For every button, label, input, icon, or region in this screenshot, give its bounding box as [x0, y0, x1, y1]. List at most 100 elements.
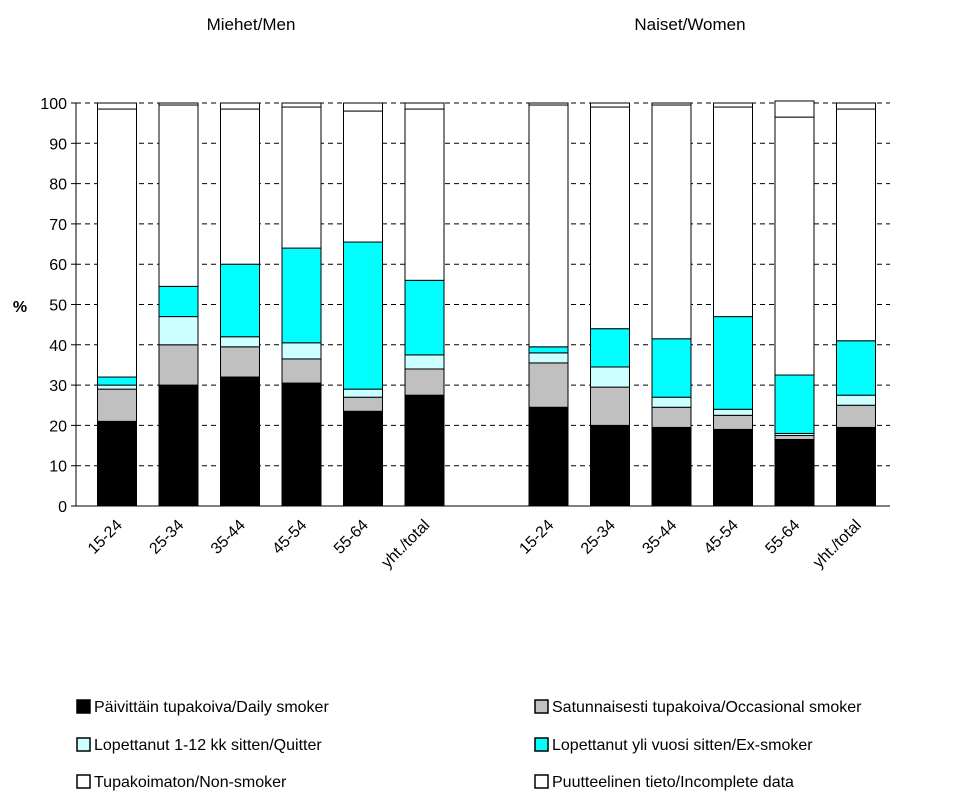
y-tick-label: 20	[49, 418, 67, 435]
legend-swatch	[76, 737, 91, 752]
x-tick-label: yht./total	[379, 517, 434, 572]
x-tick-label: 45-54	[269, 517, 310, 558]
bar-segment	[158, 344, 199, 386]
bar-segment	[404, 279, 445, 356]
x-tick-label: 35-44	[208, 517, 249, 558]
bar-segment	[281, 358, 322, 384]
x-tick-label: 55-64	[762, 517, 803, 558]
y-tick-label: 40	[49, 338, 67, 355]
y-tick-label: 100	[40, 96, 67, 113]
x-tick-labels: 15-24 25-34 35-44 45-54 55-64 yht./total 15-24…	[85, 517, 865, 572]
legend-swatch	[534, 699, 549, 714]
y-tick-label: 60	[49, 257, 67, 274]
bar-segment	[220, 346, 260, 378]
bars	[97, 100, 876, 507]
bar-segment	[158, 102, 199, 106]
bar-segment	[528, 104, 569, 348]
legend-swatch	[76, 774, 91, 789]
bar-segment	[651, 102, 692, 106]
bar-segment	[836, 102, 876, 110]
bar-segment	[158, 285, 199, 318]
bar-segment	[713, 414, 753, 430]
bar-segment	[774, 374, 815, 434]
y-tick-label: 80	[49, 177, 67, 194]
bar-segment	[528, 102, 569, 106]
legend-swatch	[76, 699, 91, 714]
bar-segment	[97, 384, 137, 390]
bar-segment	[836, 404, 876, 428]
y-tick-label: 90	[49, 136, 67, 153]
bar-segment	[343, 110, 383, 243]
bar-segment	[590, 386, 630, 426]
bar-segment	[836, 108, 876, 342]
bar-segment	[404, 102, 445, 110]
bar-segment	[713, 408, 753, 416]
y-axis-label: %	[13, 299, 27, 316]
bar-segment	[97, 102, 137, 110]
bar-segment	[590, 328, 630, 368]
bar-segment	[836, 340, 876, 396]
x-tick-label: 25-34	[146, 517, 187, 558]
x-tick-label: 15-24	[85, 517, 126, 558]
bar-segment	[343, 410, 383, 507]
bar-segment	[158, 384, 199, 507]
y-tick-label: 0	[58, 499, 67, 516]
y-tick-label: 10	[49, 459, 67, 476]
x-tick-label: 15-24	[516, 517, 557, 558]
gridlines	[76, 102, 890, 467]
legend-item: Satunnaisesti tupakoiva/Occasional smoke…	[534, 699, 862, 716]
bar-segment	[774, 434, 815, 441]
legend-swatch	[534, 774, 549, 789]
legend-item: Tupakoimaton/Non-smoker	[76, 774, 287, 791]
bar-segment	[404, 108, 445, 281]
bar-segment	[220, 263, 260, 338]
bar-segment	[281, 247, 322, 344]
bar-segment	[220, 102, 260, 110]
legend-item: Lopettanut yli vuosi sitten/Ex-smoker	[534, 737, 813, 754]
bar-segment	[97, 388, 137, 422]
bar-segment	[404, 354, 445, 370]
bar-segment	[528, 362, 569, 408]
x-tick-label: yht./total	[810, 517, 865, 572]
legend: Päivittäin tupakoiva/Daily smoker Satunna…	[76, 699, 862, 791]
group-title-women: Naiset/Women	[634, 15, 745, 34]
legend-item: Puutteelinen tieto/Incomplete data	[534, 774, 794, 791]
bar-segment	[281, 106, 322, 249]
bar-segment	[528, 346, 569, 354]
bar-segment	[343, 396, 383, 412]
bar-segment	[220, 336, 260, 348]
y-tick-label: 50	[49, 298, 67, 315]
bar-segment	[528, 352, 569, 364]
bar-segment	[220, 108, 260, 265]
bar-segment	[281, 102, 322, 108]
bar-segment	[713, 106, 753, 318]
bar-segment	[590, 366, 630, 388]
bar-segment	[158, 316, 199, 346]
bar-segment	[713, 102, 753, 108]
bar-segment	[774, 439, 815, 507]
bar-segment	[528, 406, 569, 507]
y-tick-label: 30	[49, 378, 67, 395]
bar-segment	[651, 426, 692, 507]
bar-segment	[836, 426, 876, 507]
bar-segment	[774, 100, 815, 118]
legend-label: Satunnaisesti tupakoiva/Occasional smoke…	[552, 699, 862, 716]
axes	[71, 102, 890, 507]
legend-label: Puutteelinen tieto/Incomplete data	[552, 774, 794, 791]
x-tick-label: 45-54	[701, 517, 742, 558]
bar-segment	[343, 241, 383, 390]
bar-segment	[281, 382, 322, 507]
bar-segment	[651, 104, 692, 340]
bar-segment	[590, 106, 630, 330]
bar-segment	[220, 376, 260, 507]
bar-segment	[836, 394, 876, 406]
bar-segment	[590, 102, 630, 108]
x-tick-label: 55-64	[331, 517, 372, 558]
x-tick-label: 25-34	[578, 517, 619, 558]
legend-label: Lopettanut 1-12 kk sitten/Quitter	[94, 737, 322, 754]
bar-segment	[97, 108, 137, 378]
y-tick-label: 70	[49, 217, 67, 234]
legend-label: Lopettanut yli vuosi sitten/Ex-smoker	[552, 737, 813, 754]
legend-item: Päivittäin tupakoiva/Daily smoker	[76, 699, 329, 716]
bar-segment	[97, 376, 137, 386]
